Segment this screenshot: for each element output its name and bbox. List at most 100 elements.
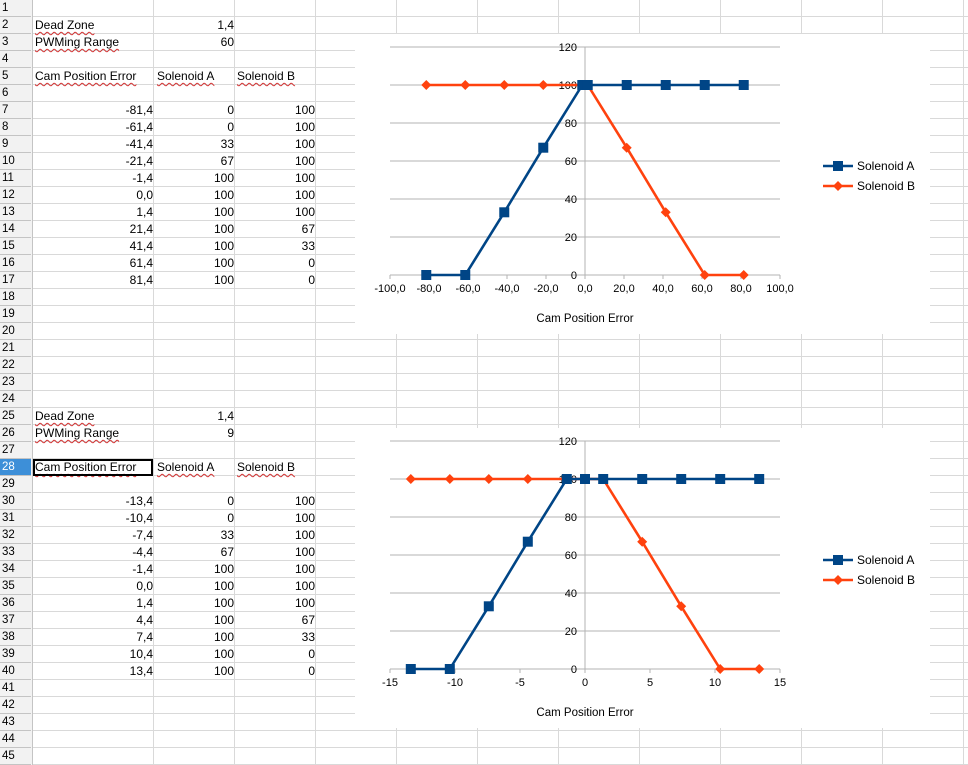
row-number[interactable]: 16 bbox=[0, 255, 31, 272]
table1-cell[interactable]: 100 bbox=[213, 171, 234, 185]
table1-cell[interactable]: 100 bbox=[294, 154, 315, 168]
table1-cell[interactable]: 100 bbox=[294, 171, 315, 185]
table1-cell[interactable]: 100 bbox=[294, 120, 315, 134]
table1-cell[interactable]: 67 bbox=[301, 222, 315, 236]
table2-cell[interactable]: 100 bbox=[294, 494, 315, 508]
table1-cell[interactable]: 33 bbox=[220, 137, 234, 151]
row-number[interactable]: 40 bbox=[0, 663, 31, 680]
table2-cell[interactable]: 100 bbox=[294, 545, 315, 559]
row-number[interactable]: 10 bbox=[0, 153, 31, 170]
table1-cell[interactable]: -21,4 bbox=[125, 154, 153, 168]
row-number[interactable]: 30 bbox=[0, 493, 31, 510]
table1-cell[interactable]: -81,4 bbox=[125, 103, 153, 117]
table2-cell[interactable]: 0 bbox=[308, 647, 315, 661]
row-number[interactable]: 18 bbox=[0, 289, 31, 306]
table2-cell[interactable]: 0,0 bbox=[136, 579, 153, 593]
row-number[interactable]: 4 bbox=[0, 51, 31, 68]
table1-cell[interactable]: 81,4 bbox=[129, 273, 153, 287]
table2-cell[interactable]: 100 bbox=[294, 528, 315, 542]
table2-cell[interactable]: 67 bbox=[301, 613, 315, 627]
table2-cell[interactable]: -1,4 bbox=[132, 562, 153, 576]
row-number[interactable]: 11 bbox=[0, 170, 31, 187]
row-number[interactable]: 23 bbox=[0, 374, 31, 391]
row-number[interactable]: 36 bbox=[0, 595, 31, 612]
table2-cell[interactable]: 100 bbox=[213, 596, 234, 610]
table2-cell[interactable]: 0 bbox=[227, 494, 234, 508]
table2-cell[interactable]: -4,4 bbox=[132, 545, 153, 559]
table1-cell[interactable]: 61,4 bbox=[129, 256, 153, 270]
table2-cell[interactable]: 100 bbox=[294, 511, 315, 525]
row-number[interactable]: 31 bbox=[0, 510, 31, 527]
table2-cell[interactable]: 0 bbox=[227, 511, 234, 525]
row-number[interactable]: 34 bbox=[0, 561, 31, 578]
table1-cell[interactable]: 1,4 bbox=[136, 205, 153, 219]
row-number[interactable]: 29 bbox=[0, 476, 31, 493]
header-solenoid-a-2[interactable]: Solenoid A bbox=[157, 460, 215, 474]
table1-cell[interactable]: 21,4 bbox=[129, 222, 153, 236]
pwm-range-value-2[interactable]: 9 bbox=[227, 426, 234, 440]
dead-zone-label[interactable]: Dead Zone bbox=[35, 18, 95, 32]
row-number[interactable]: 1 bbox=[0, 0, 31, 17]
table2-cell[interactable]: 100 bbox=[213, 664, 234, 678]
row-number[interactable]: 9 bbox=[0, 136, 31, 153]
chart-1[interactable]: 0 20 40 60 80 100 120 -100,0 -80,0 -60,0 -40,0 -20,… bbox=[355, 34, 930, 334]
dead-zone-value-2[interactable]: 1,4 bbox=[217, 409, 234, 423]
table1-cell[interactable]: 41,4 bbox=[129, 239, 153, 253]
row-number[interactable]: 37 bbox=[0, 612, 31, 629]
row-number[interactable]: 14 bbox=[0, 221, 31, 238]
table2-cell[interactable]: 100 bbox=[213, 630, 234, 644]
dead-zone-label-2[interactable]: Dead Zone bbox=[35, 409, 95, 423]
table2-cell[interactable]: 100 bbox=[294, 562, 315, 576]
header-solenoid-b[interactable]: Solenoid B bbox=[237, 69, 296, 83]
table1-cell[interactable]: 100 bbox=[213, 205, 234, 219]
table1-cell[interactable]: 100 bbox=[294, 188, 315, 202]
table2-cell[interactable]: 13,4 bbox=[129, 664, 153, 678]
row-number[interactable]: 2 bbox=[0, 17, 31, 34]
table2-cell[interactable]: 4,4 bbox=[136, 613, 153, 627]
table2-cell[interactable]: 33 bbox=[301, 630, 315, 644]
table2-cell[interactable]: 67 bbox=[220, 545, 234, 559]
row-number[interactable]: 38 bbox=[0, 629, 31, 646]
table1-cell[interactable]: 67 bbox=[220, 154, 234, 168]
table2-cell[interactable]: -13,4 bbox=[125, 494, 153, 508]
row-number[interactable]: 26 bbox=[0, 425, 31, 442]
table2-cell[interactable]: 100 bbox=[294, 579, 315, 593]
row-number[interactable]: 41 bbox=[0, 680, 31, 697]
table1-cell[interactable]: 100 bbox=[213, 239, 234, 253]
table1-cell[interactable]: 0 bbox=[308, 273, 315, 287]
table1-cell[interactable]: -61,4 bbox=[125, 120, 153, 134]
table2-cell[interactable]: -7,4 bbox=[132, 528, 153, 542]
table1-cell[interactable]: -1,4 bbox=[132, 171, 153, 185]
row-number[interactable]: 13 bbox=[0, 204, 31, 221]
table2-cell[interactable]: 100 bbox=[213, 562, 234, 576]
header-cam-position-error[interactable]: Cam Position Error bbox=[35, 69, 137, 83]
header-solenoid-b-2[interactable]: Solenoid B bbox=[237, 460, 296, 474]
header-cam-position-error-2[interactable]: Cam Position Error bbox=[35, 460, 137, 474]
row-number[interactable]: 35 bbox=[0, 578, 31, 595]
row-number[interactable]: 24 bbox=[0, 391, 31, 408]
table1-cell[interactable]: -41,4 bbox=[125, 137, 153, 151]
table2-cell[interactable]: 100 bbox=[294, 596, 315, 610]
table2-cell[interactable]: 7,4 bbox=[136, 630, 153, 644]
row-number[interactable]: 19 bbox=[0, 306, 31, 323]
table2-cell[interactable]: 10,4 bbox=[129, 647, 153, 661]
pwm-range-label-2[interactable]: PWMing Range bbox=[35, 425, 119, 442]
table1-cell[interactable]: 0 bbox=[308, 256, 315, 270]
row-number[interactable]: 28 bbox=[0, 459, 31, 476]
row-number[interactable]: 5 bbox=[0, 68, 31, 85]
row-number[interactable]: 44 bbox=[0, 731, 31, 748]
table1-cell[interactable]: 0 bbox=[227, 103, 234, 117]
table2-cell[interactable]: 100 bbox=[213, 647, 234, 661]
pwm-range-value[interactable]: 60 bbox=[220, 35, 234, 49]
table2-cell[interactable]: 33 bbox=[220, 528, 234, 542]
table2-cell[interactable]: 100 bbox=[213, 613, 234, 627]
table1-cell[interactable]: 0 bbox=[227, 120, 234, 134]
table2-cell[interactable]: -10,4 bbox=[125, 511, 153, 525]
header-solenoid-a[interactable]: Solenoid A bbox=[157, 69, 215, 83]
row-number[interactable]: 17 bbox=[0, 272, 31, 289]
row-number[interactable]: 33 bbox=[0, 544, 31, 561]
table1-cell[interactable]: 100 bbox=[294, 103, 315, 117]
row-number[interactable]: 7 bbox=[0, 102, 31, 119]
row-number[interactable]: 42 bbox=[0, 697, 31, 714]
